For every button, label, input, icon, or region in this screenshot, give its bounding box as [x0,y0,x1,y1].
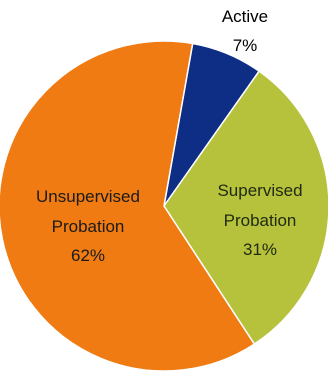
slice-category-label: Active [222,7,268,26]
slice-category-label: Supervised [217,181,302,200]
slice-label-unsupervised-probation: Unsupervised Probation 62% [36,187,140,265]
slice-category-label: Probation [52,217,125,236]
slice-percent-label: 62% [71,246,105,265]
slice-percent-label: 31% [243,240,277,259]
slice-label-supervised-probation: Supervised Probation 31% [217,181,302,259]
slice-label-active: Active 7% [222,7,268,55]
slice-category-label: Unsupervised [36,187,140,206]
slice-category-label: Probation [224,211,297,230]
slice-percent-label: 7% [233,36,258,55]
pie-slice-unsupervised-probation [0,40,256,372]
pie-slice-supervised-probation [163,70,328,346]
